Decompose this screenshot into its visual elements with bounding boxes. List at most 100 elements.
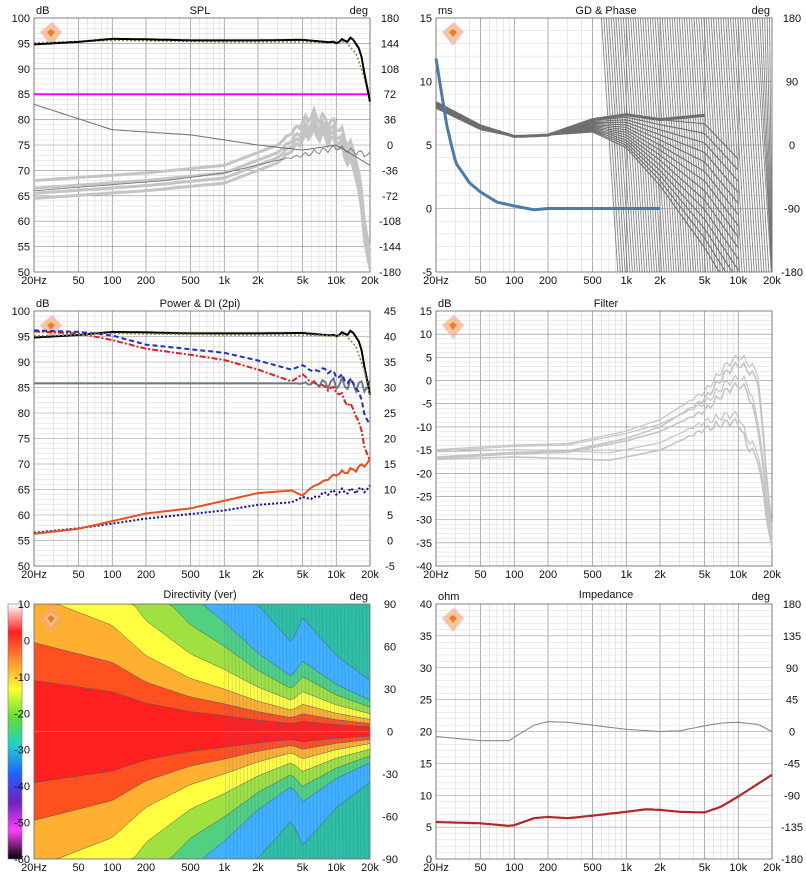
phase-wrap-line xyxy=(742,17,760,273)
x-tick-label: 2k xyxy=(252,275,264,287)
x-tick-label: 20k xyxy=(361,862,379,874)
colorbar-label: -50 xyxy=(14,818,30,830)
y-tick-label-right: -45 xyxy=(784,758,800,770)
panel-title: SPL xyxy=(190,5,211,17)
x-tick-label: 20Hz xyxy=(423,862,449,874)
x-tick-label: 10k xyxy=(729,569,747,581)
phase-wrap-line xyxy=(717,17,736,273)
x-tick-label: 10k xyxy=(327,862,345,874)
x-tick-label: 10k xyxy=(729,275,747,287)
y-tick-label-left: 65 xyxy=(18,191,30,203)
y-tick-label-left: 10 xyxy=(420,790,432,802)
y-tick-label-right: -180 xyxy=(781,267,803,279)
y-tick-label-right: 180 xyxy=(783,599,801,611)
x-tick-label: 1k xyxy=(620,275,632,287)
y-tick-label-left: 40 xyxy=(420,599,432,611)
phase-wrap-line xyxy=(678,17,697,273)
phase-wrap-line xyxy=(605,17,624,273)
y-tick-label-left: 65 xyxy=(18,485,30,497)
x-tick-label: 500 xyxy=(181,569,199,581)
y-tick-label-left: -20 xyxy=(416,468,432,480)
phase-wrap-line xyxy=(669,17,687,273)
y-tick-label-right: 20 xyxy=(384,434,396,446)
x-tick-label: 10k xyxy=(729,862,747,874)
x-tick-label: 500 xyxy=(583,275,601,287)
x-tick-label: 2k xyxy=(654,275,666,287)
x-tick-label: 1k xyxy=(218,862,230,874)
y-tick-label-left: 60 xyxy=(18,216,30,228)
y-tick-label-left: 85 xyxy=(18,89,30,101)
phase-wrap-line xyxy=(647,17,665,273)
y-tick-label-left: 95 xyxy=(18,332,30,344)
off-axis-trace xyxy=(33,122,372,269)
y-tick-label-right: 0 xyxy=(789,140,795,152)
series-phase xyxy=(435,101,705,139)
plot-frame xyxy=(435,310,773,567)
y-tick-label-left: 90 xyxy=(18,64,30,76)
y-tick-label-left: 100 xyxy=(12,306,30,318)
phase-wrap-line xyxy=(744,17,763,273)
phase-wrap-line xyxy=(732,17,750,273)
phase-wrap-line xyxy=(654,17,672,273)
phase-wrap-line xyxy=(727,17,745,273)
series-filter xyxy=(435,417,773,549)
phase-wrap-line xyxy=(625,17,643,273)
y-tick-label-left: 10 xyxy=(420,77,432,89)
brand-logo-icon xyxy=(40,315,62,339)
y-tick-label-right: -135 xyxy=(781,822,803,834)
panel-title: Power & DI (2pi) xyxy=(160,298,241,310)
phase-wrap-line xyxy=(659,17,677,273)
y-tick-label-left: 80 xyxy=(18,115,30,127)
y-tick-label-left: 55 xyxy=(18,242,30,254)
series-filter xyxy=(436,410,773,541)
x-tick-label: 50 xyxy=(72,862,84,874)
y-tick-label-left: 0 xyxy=(426,854,432,866)
phase-wrap-line xyxy=(747,17,765,273)
y-axis-unit-left: ms xyxy=(438,5,453,17)
x-tick-label: 10k xyxy=(327,569,345,581)
x-tick-label: 20k xyxy=(763,569,781,581)
y-tick-label-right: 30 xyxy=(384,684,396,696)
phase-wrap-line xyxy=(696,17,714,273)
phase-wrap-line xyxy=(615,17,633,273)
y-tick-label-left: 15 xyxy=(420,13,432,25)
x-tick-label: 2k xyxy=(654,569,666,581)
y-tick-label-right: -144 xyxy=(379,242,401,254)
colorbar-gradient xyxy=(7,603,23,860)
x-tick-label: 20k xyxy=(361,569,379,581)
x-tick-label: 50 xyxy=(72,569,84,581)
y-axis-unit-right: deg xyxy=(350,591,368,603)
y-axis-unit-left: dB xyxy=(438,298,451,310)
phase-wrap-line xyxy=(637,17,655,273)
y-tick-label-left: 85 xyxy=(18,383,30,395)
y-tick-label-right: 135 xyxy=(783,631,801,643)
x-tick-label: 200 xyxy=(137,275,155,287)
x-tick-label: 20Hz xyxy=(21,275,47,287)
series-group-delay xyxy=(434,58,660,212)
y-tick-label-left: 70 xyxy=(18,165,30,177)
phase-trace xyxy=(435,107,739,273)
y-tick-label-right: -60 xyxy=(382,812,398,824)
x-tick-label: 500 xyxy=(583,569,601,581)
phase-wrap-line xyxy=(600,17,619,273)
y-tick-label-right: 15 xyxy=(384,459,396,471)
y-axis-unit-left: dB xyxy=(36,5,49,17)
x-tick-label: 100 xyxy=(103,862,121,874)
y-tick-label-right: 72 xyxy=(384,89,396,101)
y-tick-label-left: 30 xyxy=(420,663,432,675)
series-filter xyxy=(435,354,773,527)
colorbar-label: -60 xyxy=(14,854,30,866)
series-sound-power xyxy=(33,330,371,461)
y-tick-label-left: 5 xyxy=(426,352,432,364)
panel-title: GD & Phase xyxy=(575,5,636,17)
brand-logo-icon xyxy=(40,608,62,632)
y-tick-label-left: 0 xyxy=(426,376,432,388)
phase-wrap-line xyxy=(739,17,758,273)
series-di-power xyxy=(33,484,371,534)
phase-wrap-line xyxy=(700,17,719,273)
x-tick-label: 20k xyxy=(763,275,781,287)
y-tick-label-left: -30 xyxy=(416,515,432,527)
x-tick-label: 1k xyxy=(620,862,632,874)
